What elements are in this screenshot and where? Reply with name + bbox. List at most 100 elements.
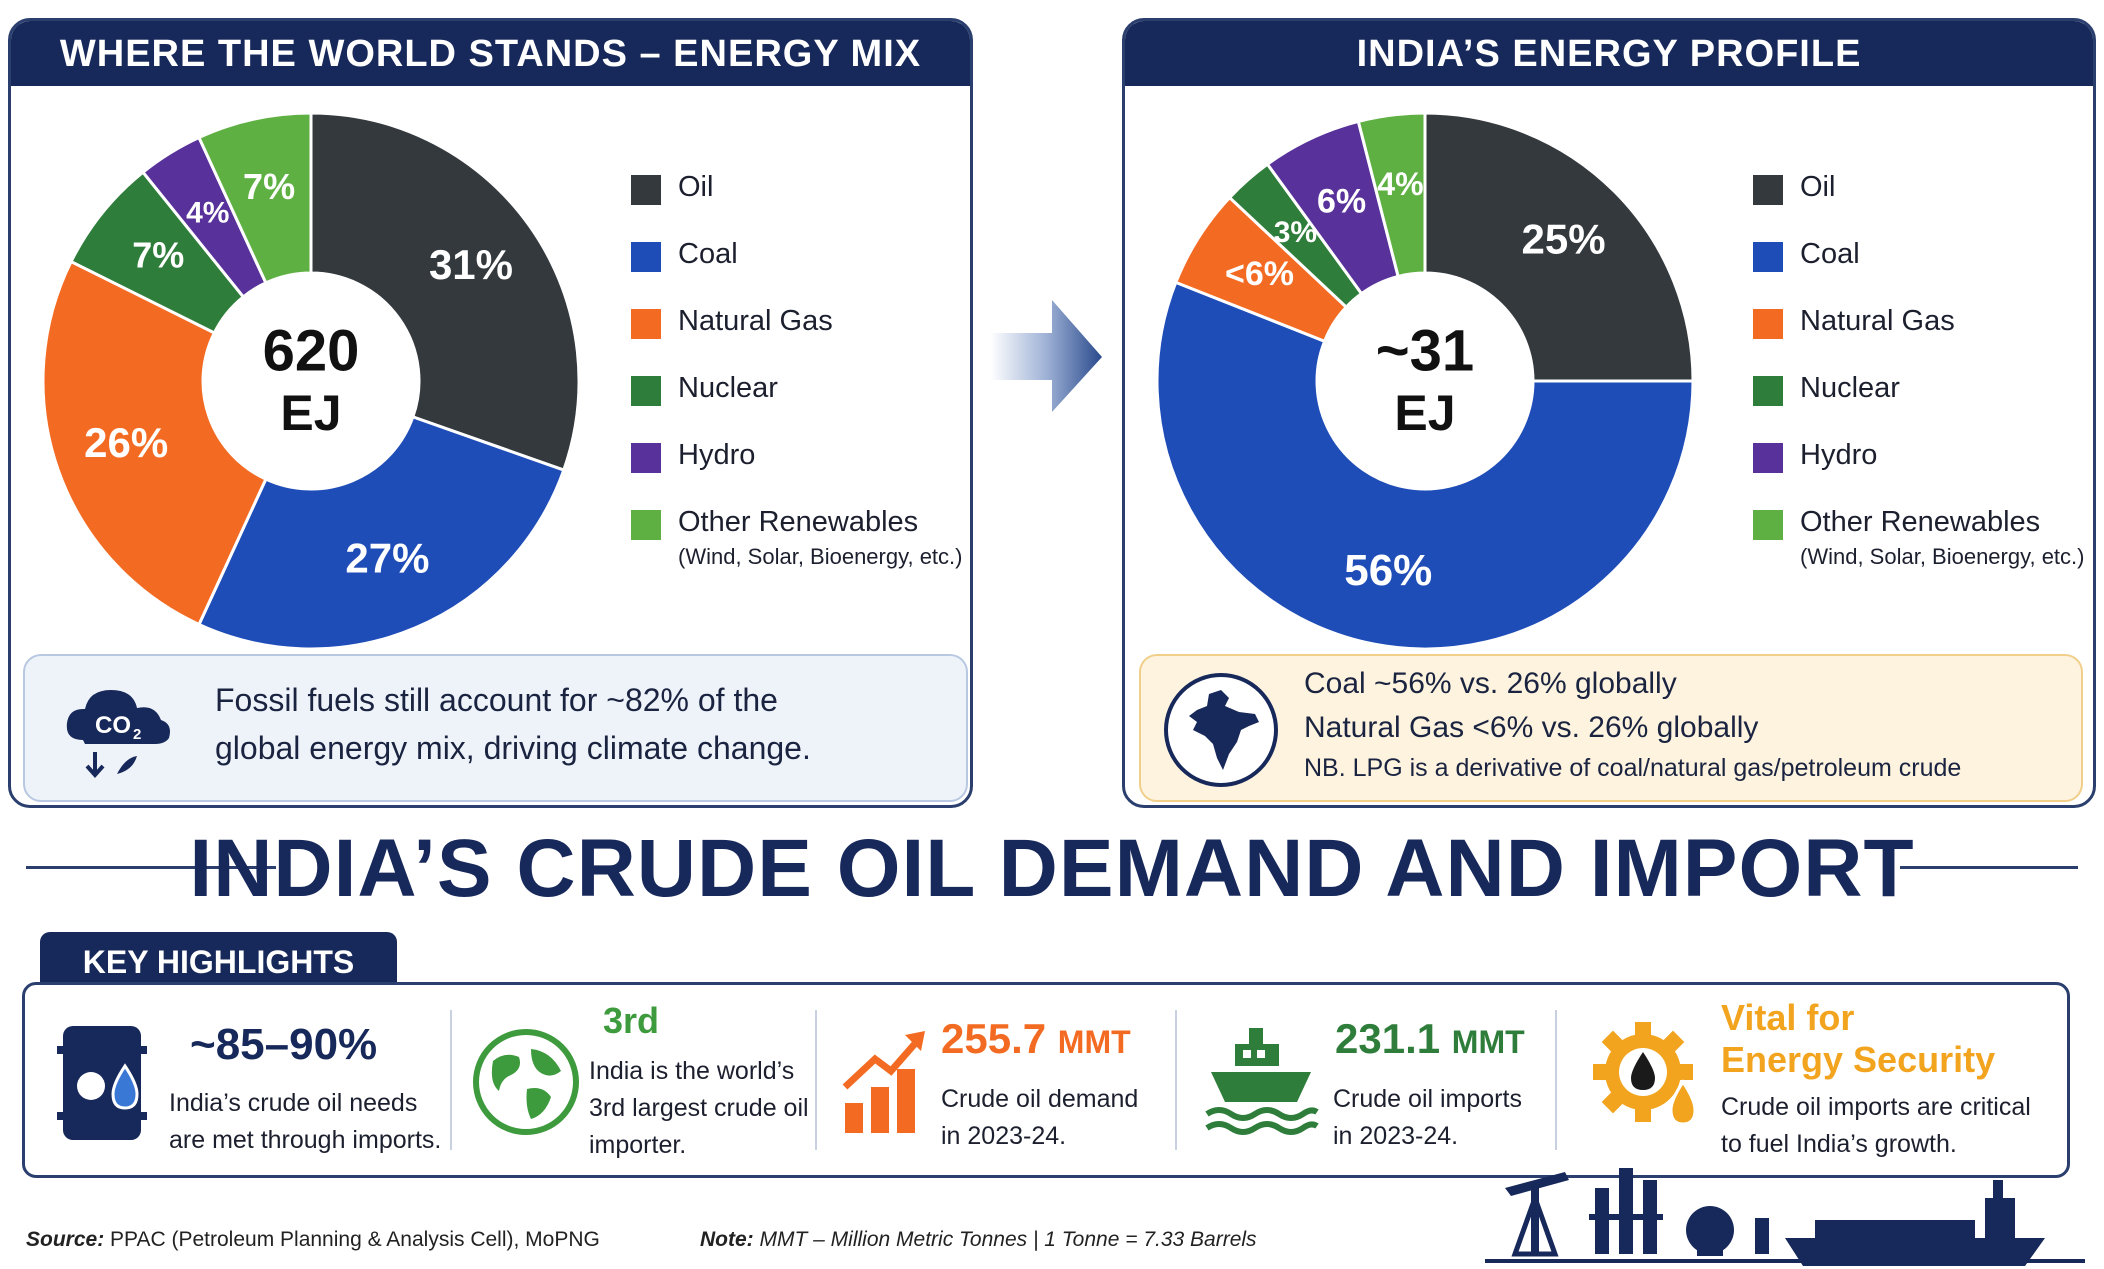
oil-barrel-icon [57,1026,147,1140]
highlight-number: 255.7 [941,1015,1047,1062]
donut-center-value: 620 [263,318,360,383]
highlight-number: 231.1 [1335,1015,1441,1062]
highlight-value: 3rd [603,1000,660,1041]
highlight-text: Crude oil demand in 2023-24. [941,1081,1181,1155]
legend-swatch-oil [1753,175,1783,205]
slice-natural-gas [41,259,268,627]
slice-coal [196,414,566,651]
world-callout-line-1: Fossil fuels still account for ~82% of t… [215,682,778,718]
rising-chart-icon [842,1031,925,1133]
highlight-text-line: India’s crude oil needs [169,1089,418,1117]
slice-label-hydro: 4% [186,196,229,229]
co2-cloud-icon: CO 2 [66,690,170,779]
legend-label-natural-gas: Natural Gas [1800,305,1955,337]
legend-label-other-renewables: Other Renewables [1800,506,2041,538]
highlight-text-line: importer. [589,1131,687,1159]
highlight-divider [1175,1010,1177,1150]
note-label: Note: [700,1228,754,1251]
oil-industry-skyline-illustration [1485,1168,2085,1266]
svg-text:2: 2 [133,726,141,743]
legend-label-natural-gas: Natural Gas [678,305,833,337]
slice-oil [309,111,581,472]
legend-swatch-hydro [1753,443,1783,473]
highlight-demand: 255.7 MMT Crude oil demand in 2023-24. [825,985,1195,1175]
highlight-value-line: Energy Security [1721,1039,1996,1080]
arrow-right-icon [990,300,1102,412]
highlight-text-line: 3rd largest crude oil [589,1094,809,1122]
highlight-text-line: are met through imports. [169,1126,442,1154]
slice-label-natural-gas: <6% [1225,255,1294,293]
highlight-imports: 231.1 MMT Crude oil imports in 2023-24. [1185,985,1555,1175]
highlight-unit: MMT [1451,1024,1525,1060]
slice-label-nuclear: 7% [132,235,184,276]
highlight-text-line: Crude oil imports [1333,1085,1522,1113]
legend-swatch-nuclear [1753,376,1783,406]
india-map-icon [1164,673,1278,787]
note-footer: Note: MMT – Million Metric Tonnes | 1 To… [700,1228,1257,1252]
legend-label-oil: Oil [678,171,714,203]
ship-icon [1205,1028,1319,1135]
highlight-import-share: ~85–90% India’s crude oil needs are met … [25,985,450,1175]
world-energy-mix-panel: WHERE THE WORLD STANDS – ENERGY MIX 31% 2… [8,18,973,808]
slice-label-oil: 31% [429,241,513,288]
highlight-text-line: to fuel India’s growth. [1721,1130,1957,1158]
slice-coal [1155,280,1695,651]
svg-text:CO: CO [95,712,131,739]
highlight-text-line: in 2023-24. [941,1122,1067,1150]
highlight-text-line: India is the world’s [589,1057,795,1085]
india-panel-header: INDIA’S ENERGY PROFILE [1125,21,2093,86]
title-rule-right [1900,866,2078,869]
slice-label-coal: 27% [345,535,429,582]
legend-label-nuclear: Nuclear [678,372,778,404]
legend-swatch-coal [631,242,661,272]
legend-label-hydro: Hydro [1800,439,1878,471]
highlight-text: Crude oil imports are critical to fuel I… [1721,1089,2061,1163]
world-callout: CO 2 Fossil fuels still account for ~82%… [23,654,968,802]
legend-swatch-natural-gas [631,309,661,339]
highlight-divider [815,1010,817,1150]
donut-center-value: ~31 [1376,318,1474,383]
india-callout-nb-line: NB. LPG is a derivative of coal/natural … [1304,754,1962,782]
legend-label-other-renewables: Other Renewables [678,506,919,538]
legend-label-coal: Coal [1800,238,1860,270]
highlight-rank: 3rd India is the world’s 3rd largest cru… [455,985,825,1175]
gear-oil-drop-icon [1593,1022,1697,1126]
india-callout: Coal ~56% vs. 26% globally Natural Gas <… [1139,654,2083,802]
slice-label-hydro: 6% [1317,183,1366,221]
donut-center-unit: EJ [1394,385,1455,441]
globe-icon [473,1029,579,1135]
highlight-text: India’s crude oil needs are met through … [169,1085,459,1159]
source-text: PPAC (Petroleum Planning & Analysis Cell… [110,1228,600,1251]
india-callout-line-1: Coal ~56% vs. 26% globally [1304,667,1677,700]
highlight-text-line: in 2023-24. [1333,1122,1459,1150]
legend-swatch-nuclear [631,376,661,406]
highlight-divider [450,1010,452,1150]
highlight-text: India is the world’s 3rd largest crude o… [589,1053,829,1164]
legend-label-oil: Oil [1800,171,1836,203]
india-callout-line-2: Natural Gas <6% vs. 26% globally [1304,711,1759,744]
source-label: Source: [26,1228,105,1251]
slice-label-other-renewables: 7% [243,166,295,207]
key-highlights-box: ~85–90% India’s crude oil needs are met … [22,982,2070,1178]
legend-label-hydro: Hydro [678,439,756,471]
world-callout-text: Fossil fuels still account for ~82% of t… [215,676,935,772]
highlight-text: Crude oil imports in 2023-24. [1333,1081,1573,1155]
main-title: INDIA’S CRUDE OIL DEMAND AND IMPORT [189,823,1915,914]
legend-swatch-natural-gas [1753,309,1783,339]
highlight-energy-security: Vital for Energy Security Crude oil impo… [1565,985,2065,1175]
legend-note: (Wind, Solar, Bioenergy, etc.) [1800,544,2085,569]
title-rule-left [26,866,276,869]
highlight-value: 231.1 MMT [1335,1015,1525,1063]
highlight-value: 255.7 MMT [941,1015,1131,1063]
donut-center-unit: EJ [280,385,341,441]
slice-other-renewables [196,111,313,285]
slice-label-coal: 56% [1344,546,1432,595]
highlight-text-line: Crude oil demand [941,1085,1139,1113]
slice-label-other-renewables: 4% [1377,166,1423,202]
highlight-text-line: Crude oil imports are critical [1721,1093,2031,1121]
legend-label-nuclear: Nuclear [1800,372,1900,404]
highlight-divider [1555,1010,1557,1150]
highlight-value: Vital for Energy Security [1721,997,1995,1081]
